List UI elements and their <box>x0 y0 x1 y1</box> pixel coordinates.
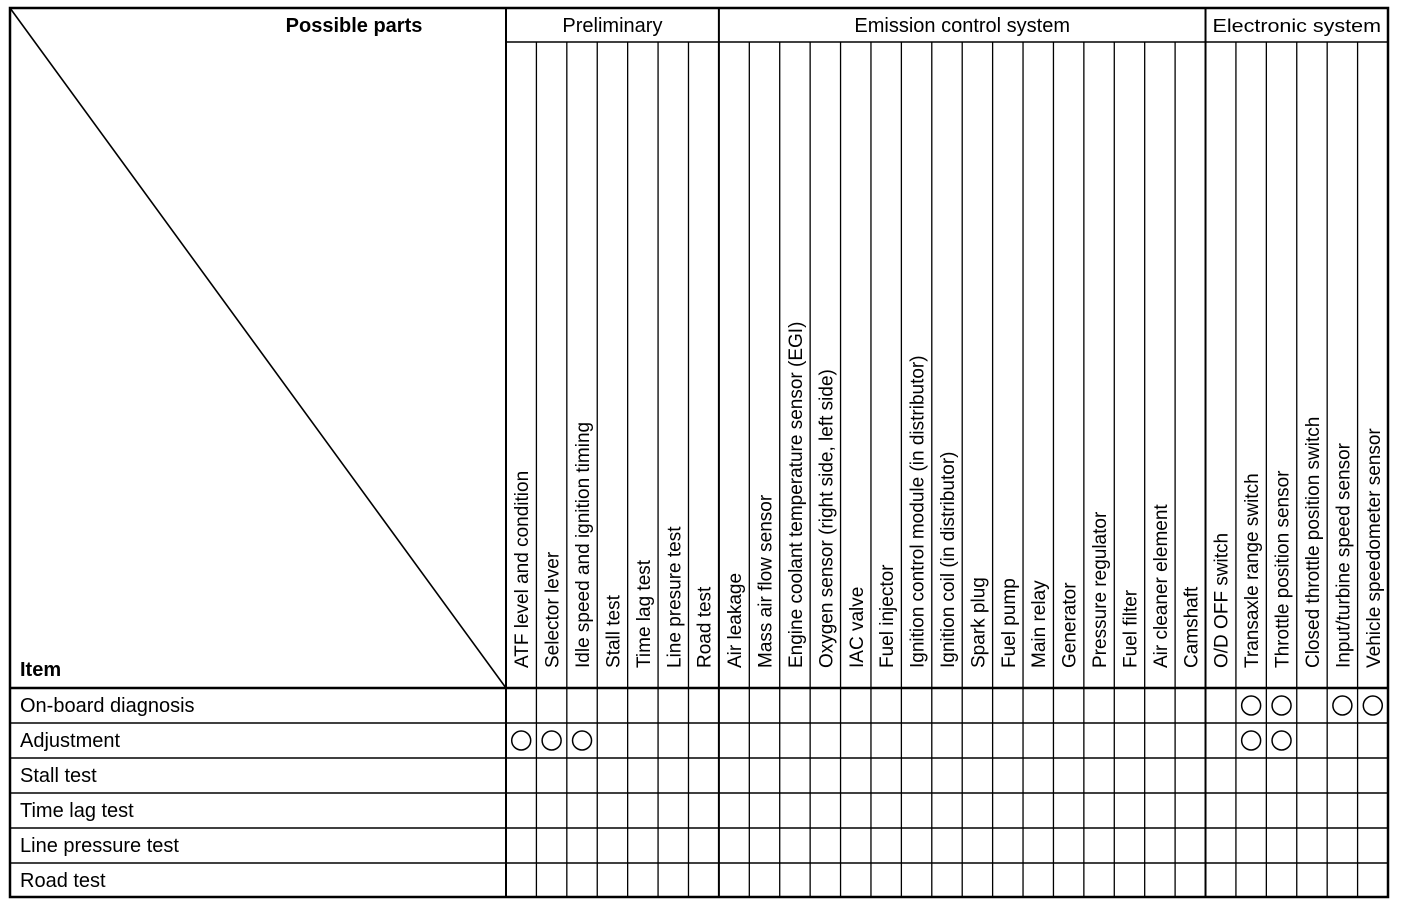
column-header-line-presure-test: Line presure test <box>664 526 685 668</box>
circle-mark <box>1271 695 1292 716</box>
row-label-line-pressure-test: Line pressure test <box>20 835 179 857</box>
column-header-fuel-injector: Fuel injector <box>877 564 898 668</box>
corner-diagonal <box>9 7 507 689</box>
corner-header: Possible parts Item <box>20 15 422 681</box>
column-header-input-turbine-speed-sensor: Input/turbine speed sensor <box>1333 442 1354 668</box>
group-header-emission-control-system: Emission control system <box>854 15 1070 37</box>
circle-marks <box>510 695 1384 751</box>
column-header-oxygen-sensor-right-side-left-side: Oxygen sensor (right side, left side) <box>816 369 837 668</box>
circle-mark <box>1362 695 1384 716</box>
column-header-transaxle-range-switch: Transaxle range switch <box>1242 473 1263 668</box>
column-header-fuel-pump: Fuel pump <box>999 578 1020 668</box>
column-header-time-lag-test: Time lag test <box>634 559 655 668</box>
row-label-adjustment: Adjustment <box>20 730 120 752</box>
column-header-ignition-control-module-in-distributor: Ignition control module (in distributor) <box>908 355 929 668</box>
column-headers: ATF level and condition Selector lever Idl… <box>512 322 1385 668</box>
circle-mark <box>541 730 562 751</box>
column-header-stall-test: Stall test <box>603 594 624 668</box>
column-header-air-cleaner-element: Air cleaner element <box>1151 504 1172 668</box>
item-label: Item <box>20 659 61 681</box>
column-header-ignition-coil-in-distributor: Ignition coil (in distributor) <box>938 452 959 668</box>
column-header-idle-speed-and-ignition-timing: Idle speed and ignition timing <box>573 422 594 668</box>
row-labels: On-board diagnosis Adjustment Stall test Ti… <box>20 695 195 892</box>
circle-mark <box>1332 695 1353 716</box>
circle-mark <box>1240 730 1262 751</box>
table-grid <box>8 6 1390 899</box>
row-label-stall-test: Stall test <box>20 765 97 787</box>
column-header-throttle-position-sensor: Throttle position sensor <box>1273 470 1294 668</box>
circle-mark <box>1240 695 1262 716</box>
column-header-generator: Generator <box>1060 582 1081 668</box>
table-border <box>8 6 1390 899</box>
row-label-road-test: Road test <box>20 870 106 892</box>
circle-mark <box>571 730 593 751</box>
group-headers: Preliminary Emission control system Electr… <box>562 15 1381 37</box>
row-label-time-lag-test: Time lag test <box>20 800 134 822</box>
column-header-mass-air-flow-sensor: Mass air flow sensor <box>756 494 777 668</box>
row-label-on-board-diagnosis: On-board diagnosis <box>20 695 195 717</box>
column-header-air-leakage: Air leakage <box>725 573 746 668</box>
column-header-selector-lever: Selector lever <box>543 551 564 668</box>
column-header-spark-plug: Spark plug <box>968 577 989 668</box>
column-header-main-relay: Main relay <box>1029 580 1050 668</box>
column-header-road-test: Road test <box>695 586 716 668</box>
column-header-engine-coolant-temperature-sensor-egi: Engine coolant temperature sensor (EGI) <box>786 322 807 668</box>
column-header-closed-throttle-position-switch: Closed throttle position switch <box>1303 417 1324 668</box>
column-header-camshaft: Camshaft <box>1181 586 1202 668</box>
circle-mark <box>510 730 532 751</box>
possible-parts-label: Possible parts <box>286 15 423 37</box>
column-header-o-d-off-switch: O/D OFF switch <box>1212 533 1233 668</box>
circle-mark <box>1271 730 1292 751</box>
column-header-vehicle-speedometer-sensor: Vehicle speedometer sensor <box>1364 428 1385 668</box>
column-header-fuel-filter: Fuel filter <box>1120 589 1141 668</box>
group-header-electronic-system: Electronic system <box>1213 16 1381 36</box>
column-header-iac-valve: IAC valve <box>847 587 868 668</box>
column-header-atf-level-and-condition: ATF level and condition <box>512 471 533 668</box>
group-header-preliminary: Preliminary <box>562 15 662 37</box>
column-header-pressure-regulator: Pressure regulator <box>1090 511 1111 668</box>
